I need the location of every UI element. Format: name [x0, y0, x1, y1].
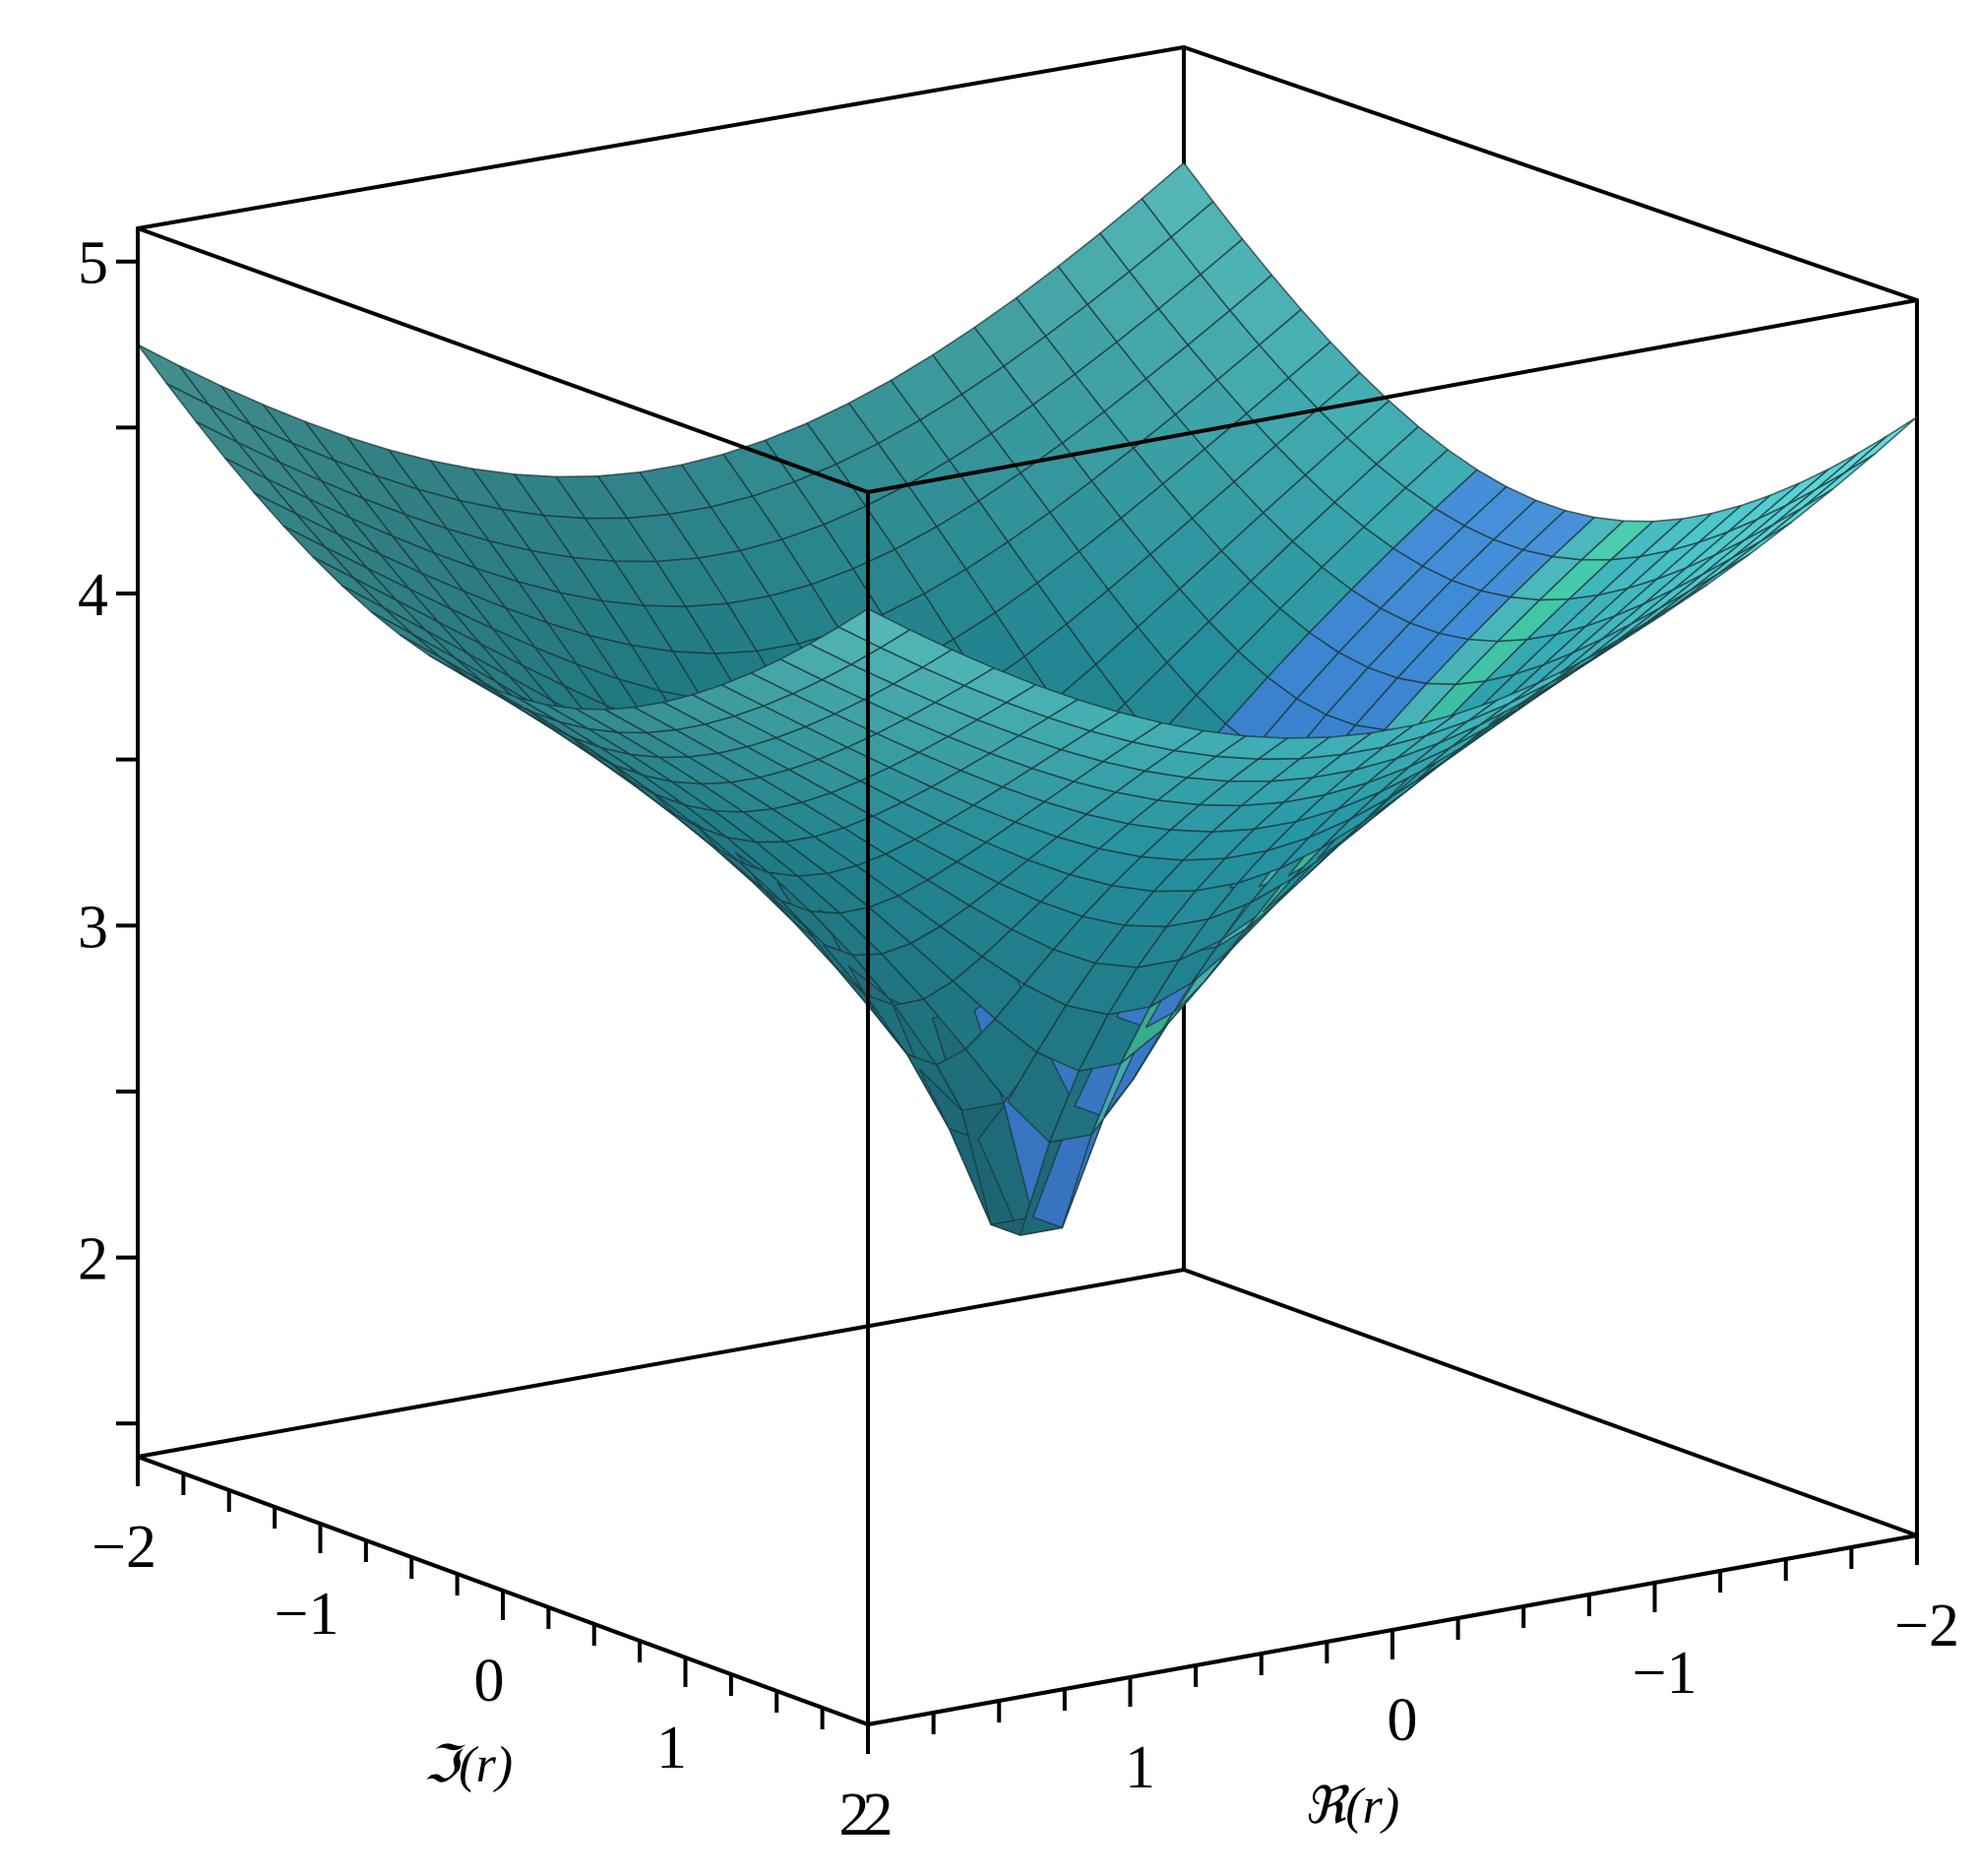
x-tick-label: 1	[1125, 1734, 1155, 1801]
x-axis-ticks: −2 −1 0 1 2	[863, 1535, 1959, 1848]
box-edge	[866, 298, 1919, 494]
box-edge	[136, 226, 870, 494]
x-tick-label: −1	[1633, 1640, 1698, 1707]
y-tick-label: 0	[474, 1648, 505, 1715]
z-tick-label: 4	[78, 562, 108, 629]
surface-patch	[1816, 434, 1888, 490]
y-tick-label: −2	[92, 1514, 156, 1581]
z-tick-label: 5	[78, 230, 108, 297]
y-tick-label: −1	[275, 1581, 340, 1648]
box-front-edges	[136, 45, 1919, 1726]
z-tick-label: 2	[78, 1226, 108, 1293]
x-tick-label: −2	[1894, 1593, 1959, 1659]
x-axis-label: ℜ(r)	[1304, 1779, 1399, 1835]
surface-patch	[1844, 415, 1918, 473]
box-edge	[1182, 1268, 1919, 1537]
box-edge	[136, 45, 1186, 230]
box-edge	[1182, 45, 1919, 302]
y-axis-label: ℑ(r)	[423, 1737, 513, 1793]
x-tick-label: 0	[1388, 1687, 1418, 1754]
surface-mesh	[137, 161, 1918, 1236]
box-edge	[136, 1268, 1186, 1459]
z-axis-ticks: 2 3 4 5	[78, 230, 138, 1426]
y-tick-label: 2	[839, 1782, 870, 1848]
y-tick-label: 1	[656, 1715, 687, 1782]
y-axis-ticks: −2 −1 0 1 2	[92, 1457, 870, 1848]
x-tick-label: 2	[863, 1782, 894, 1848]
z-tick-label: 3	[78, 894, 108, 961]
